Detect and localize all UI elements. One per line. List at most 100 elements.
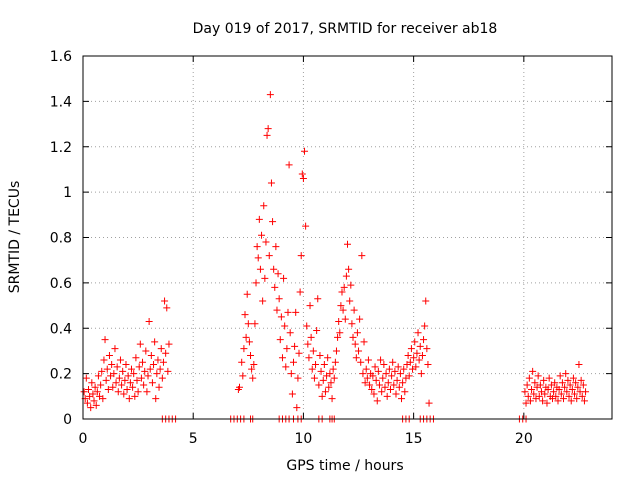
data-point — [370, 390, 378, 398]
data-point — [346, 297, 354, 305]
data-point — [344, 240, 351, 248]
data-point — [398, 395, 406, 403]
data-point — [539, 397, 547, 405]
data-point — [248, 365, 256, 373]
y-tick-label: 0 — [63, 412, 72, 428]
data-point — [534, 372, 542, 380]
data-point — [153, 370, 161, 378]
data-point — [161, 297, 169, 305]
data-point — [339, 306, 347, 314]
data-point — [362, 365, 370, 373]
data-point — [563, 388, 571, 396]
data-point — [396, 370, 404, 378]
data-point — [110, 370, 118, 378]
data-point — [316, 351, 324, 359]
data-point — [286, 329, 294, 337]
data-point — [524, 392, 532, 400]
data-point — [335, 317, 343, 325]
data-point — [320, 361, 328, 369]
data-point — [413, 349, 421, 357]
data-point — [238, 358, 246, 366]
data-point — [299, 175, 307, 183]
data-point — [245, 338, 253, 346]
data-point — [267, 179, 275, 187]
data-point — [342, 272, 350, 280]
data-point — [566, 381, 574, 389]
data-point — [254, 254, 262, 262]
data-point — [295, 349, 303, 357]
data-point — [393, 376, 401, 384]
data-point — [373, 397, 381, 405]
data-point — [348, 320, 356, 328]
data-point — [235, 383, 243, 391]
data-point — [523, 381, 531, 389]
data-point — [341, 315, 349, 323]
data-point — [303, 322, 311, 330]
data-point — [551, 379, 559, 387]
data-point — [334, 333, 342, 341]
data-point — [554, 397, 562, 405]
data-point — [102, 376, 110, 384]
y-axis-label: SRMTID / TECUs — [7, 181, 23, 294]
data-point — [125, 395, 133, 403]
data-point — [521, 388, 529, 396]
x-tick-label: 0 — [79, 431, 88, 447]
data-point — [390, 381, 398, 389]
data-point — [577, 376, 585, 384]
data-point — [319, 376, 327, 384]
data-point — [266, 91, 274, 99]
data-point — [152, 395, 160, 403]
data-point — [93, 388, 101, 396]
data-point — [415, 356, 423, 364]
data-point — [90, 397, 98, 405]
data-point — [296, 288, 304, 296]
data-point — [151, 338, 159, 346]
data-point — [255, 215, 263, 223]
x-tick-labels: 0 5 10 15 20 — [79, 431, 533, 447]
data-point — [421, 322, 429, 330]
data-point — [318, 392, 326, 400]
data-point — [264, 125, 272, 133]
data-point — [274, 270, 282, 278]
data-point — [158, 374, 166, 382]
data-point — [391, 367, 399, 375]
data-point — [363, 374, 371, 382]
data-point — [565, 392, 573, 400]
data-point — [283, 345, 291, 353]
data-point — [277, 313, 285, 321]
data-point — [535, 392, 543, 400]
data-point — [144, 372, 152, 380]
data-point — [148, 379, 156, 387]
data-point — [529, 367, 537, 375]
data-point — [282, 363, 290, 371]
data-point — [124, 372, 132, 380]
data-point — [99, 395, 107, 403]
data-point — [420, 336, 428, 344]
data-point — [312, 361, 320, 369]
data-point — [541, 390, 549, 398]
data-point — [392, 390, 400, 398]
data-point — [357, 358, 365, 366]
data-point — [526, 397, 534, 405]
data-point — [550, 388, 558, 396]
data-point — [259, 297, 267, 305]
data-point — [88, 379, 96, 387]
data-point — [378, 388, 386, 396]
data-point — [366, 381, 374, 389]
chart-title: Day 019 of 2017, SRMTID for receiver ab1… — [193, 21, 498, 37]
data-point — [239, 372, 247, 380]
data-point — [381, 383, 389, 391]
data-point — [143, 388, 151, 396]
data-point — [127, 365, 135, 373]
data-point — [384, 379, 392, 387]
data-point — [289, 358, 297, 366]
data-point — [386, 386, 394, 394]
data-point — [414, 329, 422, 337]
data-point — [545, 374, 553, 382]
data-point — [135, 363, 143, 371]
data-point — [569, 374, 577, 382]
data-point — [528, 386, 536, 394]
data-point — [561, 383, 569, 391]
data-point — [349, 333, 357, 341]
data-point — [155, 383, 163, 391]
